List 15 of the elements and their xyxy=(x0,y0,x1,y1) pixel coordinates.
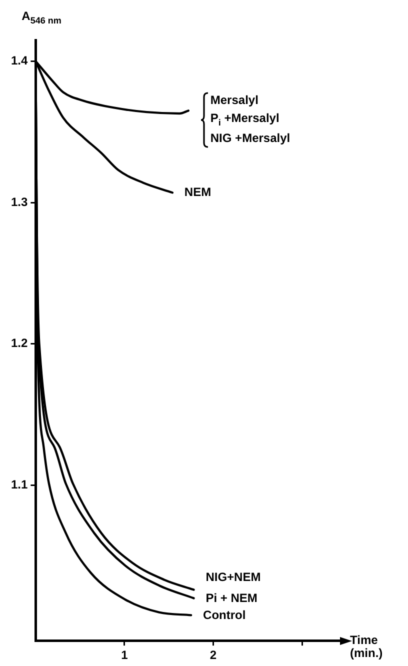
y-tick-label: 1.2 xyxy=(10,336,28,350)
y-axis-title: A$_{546 nm}$ xyxy=(22,9,62,26)
y-tick-label: 1.4 xyxy=(10,54,28,68)
x-tick-label: 2 xyxy=(210,648,217,662)
annotation: P$_{i}$ +Mersalyl xyxy=(210,110,280,128)
series-label: Pi + NEM xyxy=(206,590,258,605)
annotation: Mersalyl xyxy=(210,93,258,108)
series-label: NEM xyxy=(184,185,212,200)
y-tick-label: 1.1 xyxy=(10,477,28,492)
annotation: NIG +Mersalyl xyxy=(210,131,290,146)
x-tick-label: 1 xyxy=(121,648,128,662)
series-label: NIG+NEM xyxy=(206,570,261,584)
series-label: Control xyxy=(203,608,246,622)
x-axis-title: Time (min.) xyxy=(350,632,383,660)
y-tick-label: 1.3 xyxy=(10,194,28,209)
